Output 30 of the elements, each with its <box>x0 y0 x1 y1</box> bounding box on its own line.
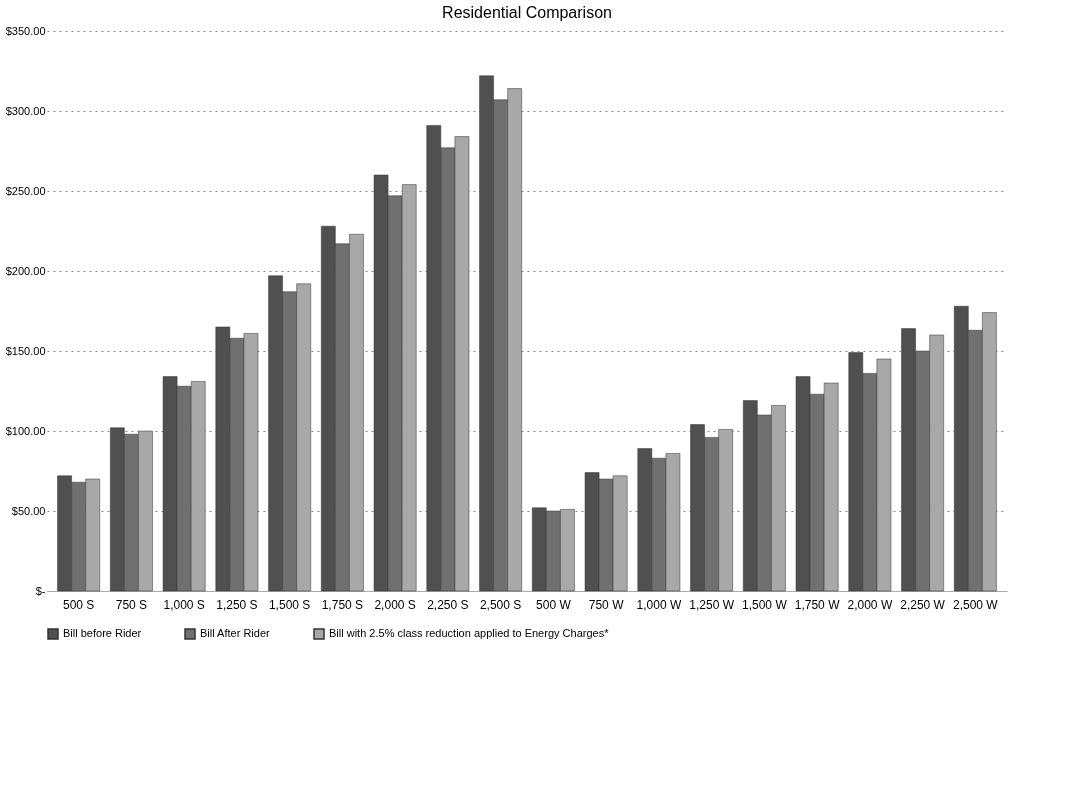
y-tick-label: $350.00 <box>5 24 46 37</box>
x-tick-label: 2,500 W <box>953 597 999 612</box>
x-tick-label: 1,000 S <box>163 597 205 612</box>
y-tick-label: $100.00 <box>5 424 46 437</box>
legend-label: Bill After Rider <box>200 627 271 639</box>
x-tick-label: 500 S <box>62 597 95 612</box>
x-tick-label: 2,500 S <box>479 597 522 612</box>
y-tick-label: $50.00 <box>11 504 46 517</box>
x-tick-label: 1,250 S <box>216 597 258 612</box>
x-tick-label: 1,500 W <box>742 597 788 612</box>
legend-label: Bill before Rider <box>63 627 142 639</box>
x-tick-label: 1,000 W <box>636 597 682 612</box>
x-tick-label: 2,000 W <box>847 597 893 612</box>
x-tick-label: 1,500 S <box>268 597 311 612</box>
x-tick-label: 1,750 S <box>321 597 364 612</box>
x-tick-label: 750 S <box>115 597 148 612</box>
x-tick-label: 2,000 S <box>374 597 416 612</box>
y-tick-label: $250.00 <box>5 184 46 197</box>
y-tick-label: $200.00 <box>5 264 46 277</box>
x-tick-label: 500 W <box>536 597 572 612</box>
x-tick-label: 2,250 W <box>900 597 946 612</box>
x-tick-label: 1,750 W <box>794 597 841 612</box>
x-tick-label: 750 W <box>588 597 625 612</box>
x-tick-label: 1,250 W <box>689 597 735 612</box>
y-tick-label: $150.00 <box>5 344 46 357</box>
y-tick-label: $- <box>35 584 46 597</box>
chart-title: Residential Comparison <box>442 4 612 21</box>
x-tick-label: 2,250 S <box>427 597 469 612</box>
y-tick-label: $300.00 <box>5 104 46 117</box>
legend-label: Bill with 2.5% class reduction applied to Energy Charges* <box>329 627 610 639</box>
